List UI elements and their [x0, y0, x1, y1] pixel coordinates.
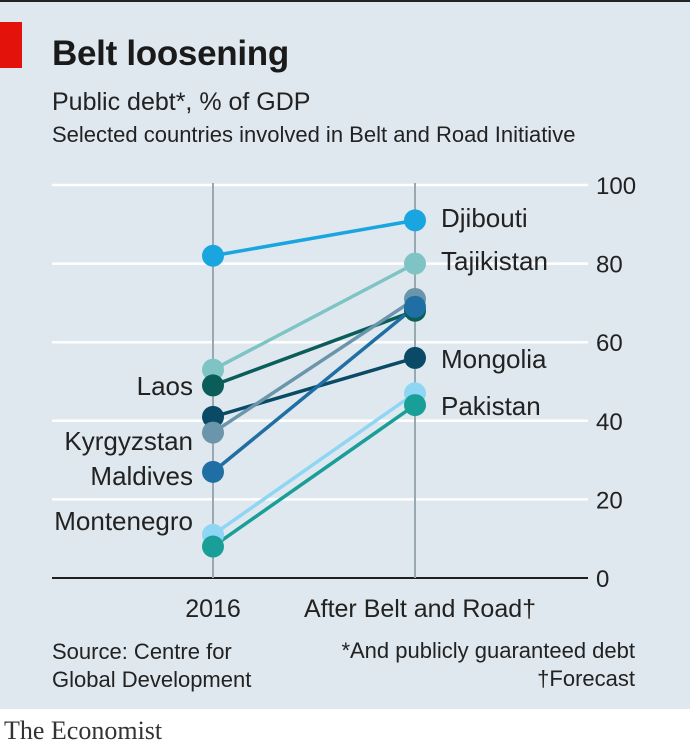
data-point — [202, 405, 224, 428]
series-line — [212, 309, 416, 388]
series-line — [212, 218, 416, 258]
y-tick-label: 100 — [596, 173, 636, 200]
series-label-right: Djibouti — [441, 203, 528, 233]
series-line — [212, 262, 416, 372]
series-line — [211, 305, 417, 474]
data-point — [202, 421, 224, 444]
data-point — [404, 295, 426, 318]
y-tick-label: 80 — [596, 252, 623, 279]
series-label-left: Laos — [137, 371, 193, 401]
data-point — [404, 346, 426, 369]
series-label-left: Maldives — [90, 461, 193, 491]
data-point — [202, 244, 224, 267]
footnote-asterisk: *And publicly guaranteed debt — [341, 638, 635, 663]
series-line — [211, 391, 417, 537]
series-line — [211, 403, 417, 548]
brand-red-tab — [0, 22, 22, 68]
chart-panel — [0, 2, 690, 709]
series-label-right: Tajikistan — [441, 246, 548, 276]
series-label-left: Kyrgyzstan — [64, 426, 193, 456]
data-point — [202, 374, 224, 397]
data-point — [404, 394, 426, 417]
source-note: Source: Centre for Global Development — [52, 639, 252, 692]
data-point — [202, 460, 224, 483]
data-point — [404, 209, 426, 232]
series-line — [212, 297, 416, 435]
data-point — [202, 358, 224, 381]
x-tick-label: 2016 — [185, 595, 241, 623]
chart-subtitle: Public debt*, % of GDP — [52, 88, 311, 116]
publisher-logo: The Economist — [4, 716, 163, 745]
series-label-right: Pakistan — [441, 391, 541, 421]
top-rule — [0, 0, 690, 2]
chart-description: Selected countries involved in Belt and … — [52, 122, 576, 147]
series-label-left: Montenegro — [54, 506, 193, 536]
y-tick-label: 0 — [596, 566, 609, 593]
data-point — [202, 535, 224, 558]
y-tick-label: 20 — [596, 487, 623, 514]
data-point — [404, 252, 426, 275]
x-tick-label: After Belt and Road† — [304, 595, 536, 623]
footnote-dagger: †Forecast — [537, 666, 635, 691]
y-tick-label: 60 — [596, 330, 623, 357]
y-tick-label: 40 — [596, 409, 623, 436]
series-label-right: Mongolia — [441, 344, 547, 374]
chart-title: Belt loosening — [52, 34, 289, 73]
